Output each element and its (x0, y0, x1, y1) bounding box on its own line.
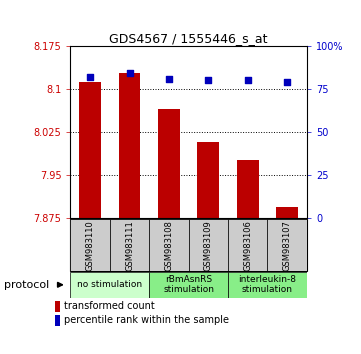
Bar (110, 219, 149, 271)
Text: rBmAsnRS
stimulation: rBmAsnRS stimulation (163, 275, 214, 295)
Bar (268, 219, 307, 271)
Point (284, 79, 290, 85)
Bar (79, 82, 101, 218)
Text: interleukin-8
stimulation: interleukin-8 stimulation (239, 275, 296, 295)
Text: GSM983108: GSM983108 (164, 220, 173, 270)
Title: GDS4567 / 1555446_s_at: GDS4567 / 1555446_s_at (109, 32, 268, 45)
Bar (228, 219, 268, 271)
Point (87, 74, 93, 80)
Bar (197, 142, 219, 218)
Text: GSM983110: GSM983110 (86, 220, 95, 270)
Point (245, 78, 251, 83)
Text: transformed count: transformed count (64, 302, 155, 312)
Text: GSM983109: GSM983109 (204, 220, 213, 270)
Text: GSM983107: GSM983107 (283, 220, 292, 270)
Bar (158, 109, 180, 218)
Bar (276, 207, 298, 218)
Text: protocol: protocol (4, 280, 49, 290)
Bar (70, 219, 110, 271)
Text: no stimulation: no stimulation (77, 280, 142, 289)
Point (127, 71, 132, 76)
Bar (119, 73, 140, 218)
Point (205, 78, 211, 83)
Text: GSM983111: GSM983111 (125, 220, 134, 270)
Bar (237, 160, 258, 218)
Bar (149, 272, 228, 298)
Bar (149, 219, 188, 271)
Bar (55, 301, 60, 312)
Bar (70, 272, 149, 298)
Bar (188, 219, 228, 271)
Text: percentile rank within the sample: percentile rank within the sample (64, 315, 229, 325)
Text: GSM983106: GSM983106 (243, 220, 252, 270)
Bar (55, 315, 60, 326)
Bar (228, 272, 307, 298)
Point (166, 76, 172, 81)
